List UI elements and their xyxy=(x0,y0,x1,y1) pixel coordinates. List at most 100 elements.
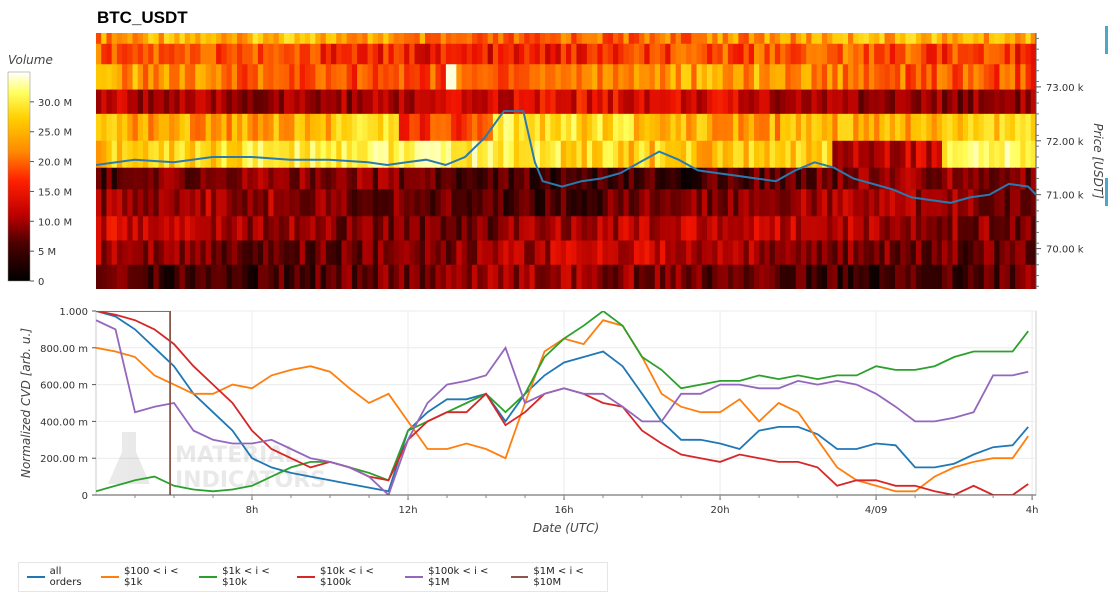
heatmap-cell xyxy=(456,264,463,289)
legend-item-3[interactable]: $10k < i < $100k xyxy=(297,566,391,588)
heatmap-cell xyxy=(947,240,954,266)
heatmap-cell xyxy=(268,216,275,242)
heatmap-cell xyxy=(801,64,807,91)
heatmap-cell xyxy=(419,216,426,242)
heatmap-cell xyxy=(644,64,651,91)
heatmap-cell xyxy=(586,140,593,169)
heatmap-cell xyxy=(994,167,1001,190)
heatmap-cell xyxy=(190,264,196,289)
legend-item-4[interactable]: $100k < i < $1M xyxy=(405,566,496,588)
heatmap-cell xyxy=(545,167,551,190)
heatmap-cell xyxy=(806,140,813,169)
heatmap-cell xyxy=(607,264,614,289)
heatmap-cell xyxy=(764,189,771,217)
heatmap-cell xyxy=(153,43,160,65)
heatmap-cell xyxy=(947,264,954,289)
heatmap-cell xyxy=(879,140,886,169)
heatmap-cell xyxy=(691,43,698,65)
legend-item-2[interactable]: $1k < i < $10k xyxy=(199,566,283,588)
heatmap-cell xyxy=(947,43,954,65)
heatmap-cell xyxy=(169,240,175,266)
heatmap-cell xyxy=(680,240,687,266)
heatmap-cell xyxy=(205,113,212,142)
heatmap-cell xyxy=(696,43,703,65)
heatmap-cell xyxy=(1030,167,1036,190)
heatmap-cell xyxy=(717,140,724,169)
heatmap-cell xyxy=(586,264,593,289)
heatmap-cell xyxy=(231,43,238,65)
heatmap-cell xyxy=(769,240,776,266)
heatmap-cell xyxy=(482,33,489,45)
heatmap-cell xyxy=(294,89,301,115)
heatmap-cell xyxy=(989,43,995,65)
heatmap-cell xyxy=(440,264,447,289)
heatmap-cell xyxy=(743,140,750,169)
heatmap-cell xyxy=(336,113,343,142)
heatmap-cell xyxy=(1025,216,1032,242)
heatmap-cell xyxy=(696,216,703,242)
heatmap-cell xyxy=(237,140,243,169)
heatmap-cell xyxy=(759,216,766,242)
heatmap-cell xyxy=(1030,113,1036,142)
heatmap-cell xyxy=(127,64,134,91)
heatmap-cell xyxy=(508,64,515,91)
heatmap-cell xyxy=(832,264,839,289)
heatmap-cell xyxy=(503,264,510,289)
heatmap-cell xyxy=(1030,140,1036,169)
heatmap-cell xyxy=(889,216,896,242)
heatmap-cell xyxy=(351,140,358,169)
heatmap-cell xyxy=(461,64,468,91)
heatmap-cell xyxy=(472,89,478,115)
heatmap-cell xyxy=(163,43,170,65)
heatmap-cell xyxy=(247,264,254,289)
heatmap-cell xyxy=(1015,113,1021,142)
heatmap-cell xyxy=(868,240,875,266)
heatmap-cell xyxy=(952,89,959,115)
legend-item-5[interactable]: $1M < i < $10M xyxy=(510,566,599,588)
heatmap-cell xyxy=(670,33,677,45)
heatmap-cell xyxy=(560,189,567,217)
heatmap-cell xyxy=(153,89,160,115)
heatmap-cell xyxy=(727,140,734,169)
heatmap-cell xyxy=(492,264,499,289)
heatmap-cell xyxy=(435,216,442,242)
heatmap-cell xyxy=(639,33,645,45)
heatmap-cell xyxy=(106,113,113,142)
heatmap-cell xyxy=(163,264,170,289)
heatmap-cell xyxy=(670,167,677,190)
heatmap-cell xyxy=(764,64,771,91)
heatmap-cell xyxy=(764,33,771,45)
heatmap-cell xyxy=(707,33,713,45)
heatmap-cell xyxy=(701,43,708,65)
heatmap-cell xyxy=(1025,140,1032,169)
heatmap-cell xyxy=(722,240,729,266)
heatmap-cell xyxy=(304,216,311,242)
legend-item-0[interactable]: all orders xyxy=(27,566,87,588)
heatmap-cell xyxy=(686,167,692,190)
heatmap-cell xyxy=(242,64,249,91)
heatmap-cell xyxy=(96,167,102,190)
heatmap-cell xyxy=(581,216,588,242)
heatmap-cell xyxy=(623,43,630,65)
heatmap-cell xyxy=(707,189,713,217)
heatmap-cell xyxy=(331,140,337,169)
legend-item-1[interactable]: $100 < i < $1k xyxy=(101,566,185,588)
heatmap-cell xyxy=(101,89,108,115)
heatmap-cell xyxy=(560,216,567,242)
heatmap-cell xyxy=(284,189,290,217)
heatmap-cell xyxy=(487,216,494,242)
heatmap-cell xyxy=(278,189,285,217)
heatmap-cell xyxy=(989,33,995,45)
heatmap-cell xyxy=(137,113,144,142)
heatmap-cell xyxy=(983,33,990,45)
heatmap-cell xyxy=(331,216,337,242)
heatmap-cell xyxy=(748,64,755,91)
heatmap-cell xyxy=(393,167,400,190)
heatmap-cell xyxy=(362,240,369,266)
heatmap-cell xyxy=(628,167,635,190)
heatmap-cell xyxy=(832,64,839,91)
heatmap-cell xyxy=(477,216,484,242)
heatmap-cell xyxy=(106,240,113,266)
heatmap-cell xyxy=(190,216,196,242)
heatmap-cell xyxy=(430,64,437,91)
